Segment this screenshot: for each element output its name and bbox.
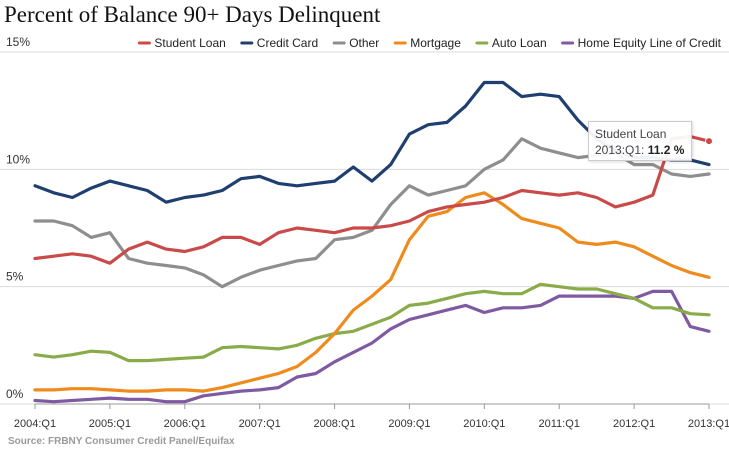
legend-item-credit-card[interactable]: Credit Card [240, 36, 318, 50]
x-tick-label: 2012:Q1 [613, 418, 655, 430]
x-tick-label: 2006:Q1 [164, 418, 206, 430]
x-tick-label: 2005:Q1 [89, 418, 131, 430]
chart-title: Percent of Balance 90+ Days Delinquent [4, 2, 381, 27]
legend-item-student-loan[interactable]: Student Loan [137, 36, 226, 50]
legend-item-other[interactable]: Other [332, 36, 379, 50]
tooltip-series: Student Loan [595, 127, 667, 141]
legend-label: Student Loan [154, 36, 225, 50]
x-tick-label: 2008:Q1 [313, 418, 355, 430]
legend-label: Other [349, 36, 379, 50]
highlight-point[interactable] [705, 137, 713, 146]
x-tick-label: 2011:Q1 [539, 418, 580, 430]
series-line-student-loan[interactable] [33, 134, 711, 265]
legend-item-auto-loan[interactable]: Auto Loan [475, 36, 547, 50]
legend-item-home-equity-line-of-credit[interactable]: Home Equity Line of Credit [561, 36, 722, 50]
series-line-auto-loan[interactable] [33, 282, 711, 363]
x-tick-label: 2010:Q1 [463, 418, 505, 430]
x-tick-label: 2013:Q1 [688, 418, 729, 430]
legend-item-mortgage[interactable]: Mortgage [393, 36, 461, 50]
x-tick-label: 2007:Q1 [239, 418, 281, 430]
tooltip-label: 2013:Q1: [595, 143, 645, 157]
y-tick-label: 15% [6, 35, 30, 49]
tooltip-value: 11.2 % [647, 143, 685, 157]
series-line-home-equity-line-of-credit[interactable] [33, 289, 711, 404]
y-tick-label: 5% [6, 270, 24, 284]
x-tick-label: 2004:Q1 [14, 418, 56, 430]
tooltip: Student Loan 2013:Q1: 11.2 % [588, 121, 692, 161]
legend[interactable]: Student Loan Credit Card Other Mortgage Auto… [137, 36, 722, 50]
tooltip-value-row: 2013:Q1: 11.2 % [595, 142, 685, 158]
x-axis: 2004:Q1 2005:Q1 2006:Q1 2007:Q1 2008:Q1 2009:… [14, 403, 729, 430]
legend-label: Home Equity Line of Credit [578, 36, 722, 50]
y-tick-label: 10% [6, 152, 30, 166]
legend-label: Credit Card [257, 36, 318, 50]
series-line-mortgage[interactable] [33, 191, 711, 393]
legend-label: Mortgage [410, 36, 461, 50]
y-tick-label: 0% [6, 387, 24, 401]
legend-label: Auto Loan [492, 36, 547, 50]
x-tick-label: 2009:Q1 [388, 418, 430, 430]
source-note: Source: FRBNY Consumer Credit Panel/Equi… [8, 436, 235, 447]
y-axis: 0% 5% 10% 15% [6, 35, 30, 401]
